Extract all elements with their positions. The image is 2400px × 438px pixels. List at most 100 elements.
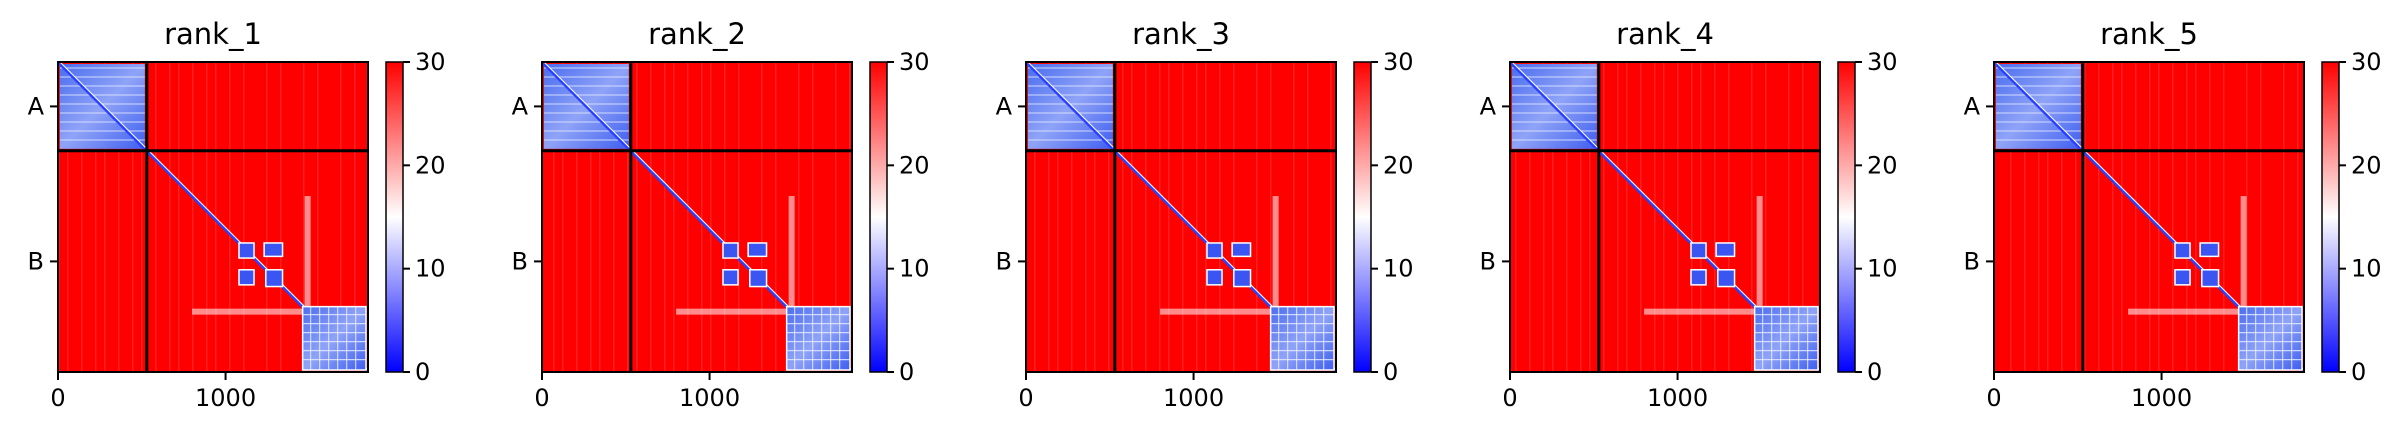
- heatmap-streak: [1048, 62, 1050, 372]
- heatmap-streak: [590, 62, 592, 372]
- heatmap-streak: [2209, 62, 2211, 372]
- heatmap-frame: [57, 61, 369, 373]
- domain-block: [1690, 269, 1707, 286]
- colorbar-tick-label: 0: [1383, 358, 1398, 386]
- heatmap-streak: [2260, 62, 2262, 372]
- colorbar-frame: [869, 61, 888, 373]
- heatmap-streak: [2047, 62, 2049, 372]
- colorbar: [2322, 62, 2339, 372]
- heatmap-streak: [812, 62, 814, 372]
- y-tick-label: A: [996, 92, 1013, 120]
- heatmap-streak: [1603, 62, 1605, 372]
- heatmap-streak: [2024, 62, 2026, 372]
- heatmap-streak: [1515, 62, 1517, 372]
- colorbar-tick-label: 20: [415, 151, 446, 179]
- y-tick-label: B: [996, 247, 1012, 275]
- heatmap-streak: [1626, 62, 1628, 372]
- heatmap-streak: [1085, 62, 1087, 372]
- heatmap-streak: [178, 62, 180, 372]
- heatmap-streak: [2186, 62, 2188, 372]
- heatmap-streak: [650, 62, 652, 372]
- heatmap-streak: [1131, 62, 1133, 372]
- x-tick-label: 0: [1986, 384, 2001, 412]
- heatmap-streak: [1168, 62, 1170, 372]
- contact-stripe: [676, 308, 787, 315]
- domain-block: [238, 269, 255, 286]
- heatmap-streak: [1580, 62, 1582, 372]
- heatmap-streak: [81, 62, 83, 372]
- heatmap-streak: [738, 62, 740, 372]
- panel-title: rank_5: [2100, 17, 2198, 51]
- domain-block: [1206, 269, 1223, 286]
- heatmap-streak: [687, 62, 689, 372]
- colorbar-tick-label: 10: [1867, 255, 1898, 283]
- y-tick-label: B: [512, 247, 528, 275]
- colorbar-frame: [2321, 61, 2340, 373]
- domain-block-large: [1269, 305, 1335, 371]
- heatmap-streak: [1159, 62, 1161, 372]
- domain-block: [1717, 269, 1736, 288]
- heatmap-streak: [2038, 62, 2040, 372]
- heatmap-streak: [1802, 62, 1804, 372]
- heatmap-frame: [1993, 61, 2305, 373]
- colorbar: [1354, 62, 1371, 372]
- heatmap-streak: [1788, 62, 1790, 372]
- panel-title: rank_4: [1616, 17, 1714, 51]
- heatmap-streak: [1122, 62, 1124, 372]
- heatmap-panel: rank_2 A B 0 1000 0 10 20 30: [512, 17, 930, 412]
- heatmap-streak: [266, 62, 268, 372]
- heatmap-streak: [1654, 62, 1656, 372]
- domain-block-large: [2237, 305, 2303, 371]
- domain-block: [722, 269, 739, 286]
- heatmap-streak: [206, 62, 208, 372]
- colorbar: [386, 62, 403, 372]
- heatmap-streak: [1617, 62, 1619, 372]
- heatmap-streak: [2246, 62, 2248, 372]
- heatmap-frame: [541, 61, 853, 373]
- heatmap-streak: [104, 62, 106, 372]
- colorbar-frame: [385, 61, 404, 373]
- heatmap-streak: [1529, 62, 1531, 372]
- heatmap-streak: [2061, 62, 2063, 372]
- heatmap-streak: [215, 62, 217, 372]
- heatmap-streak: [2010, 62, 2012, 372]
- heatmap-streak: [2135, 62, 2137, 372]
- domain-block: [1233, 269, 1252, 288]
- colorbar-tick-label: 20: [899, 151, 930, 179]
- colorbar-tick-label: 0: [1867, 358, 1882, 386]
- colorbar: [870, 62, 887, 372]
- heatmap-streak: [2283, 62, 2285, 372]
- colorbar-tick-label: 20: [2351, 151, 2382, 179]
- heatmap-streak: [303, 62, 305, 372]
- heatmap-streak: [1057, 62, 1059, 372]
- x-tick-label: 0: [534, 384, 549, 412]
- colorbar-tick-label: 0: [899, 358, 914, 386]
- heatmap-streak: [1108, 62, 1110, 372]
- heatmap-streak: [2098, 62, 2100, 372]
- y-tick-label: B: [1480, 247, 1496, 275]
- heatmap-streak: [798, 62, 800, 372]
- heatmap-streak: [2112, 62, 2114, 372]
- y-tick-label: A: [28, 92, 45, 120]
- heatmap-streak: [761, 62, 763, 372]
- domain-block: [722, 242, 739, 259]
- heatmap-streak: [1543, 62, 1545, 372]
- heatmap-streak: [2297, 62, 2299, 372]
- contact-stripe: [2240, 196, 2247, 307]
- heatmap-streak: [1094, 62, 1096, 372]
- heatmap-streak: [1765, 62, 1767, 372]
- heatmap-streak: [2084, 62, 2086, 372]
- domain-block: [2174, 242, 2191, 259]
- heatmap-streak: [710, 62, 712, 372]
- domain-block: [749, 269, 768, 288]
- heatmap-streak: [1071, 62, 1073, 372]
- colorbar-tick-label: 20: [1867, 151, 1898, 179]
- colorbar-tick-label: 30: [1383, 48, 1414, 76]
- colorbar-tick-label: 0: [2351, 358, 2366, 386]
- heatmap-streak: [1677, 62, 1679, 372]
- heatmap-streak: [1714, 62, 1716, 372]
- heatmap-streak: [576, 62, 578, 372]
- contact-stripe: [1756, 196, 1763, 307]
- heatmap-frame: [1509, 61, 1821, 373]
- domain-block: [1690, 242, 1707, 259]
